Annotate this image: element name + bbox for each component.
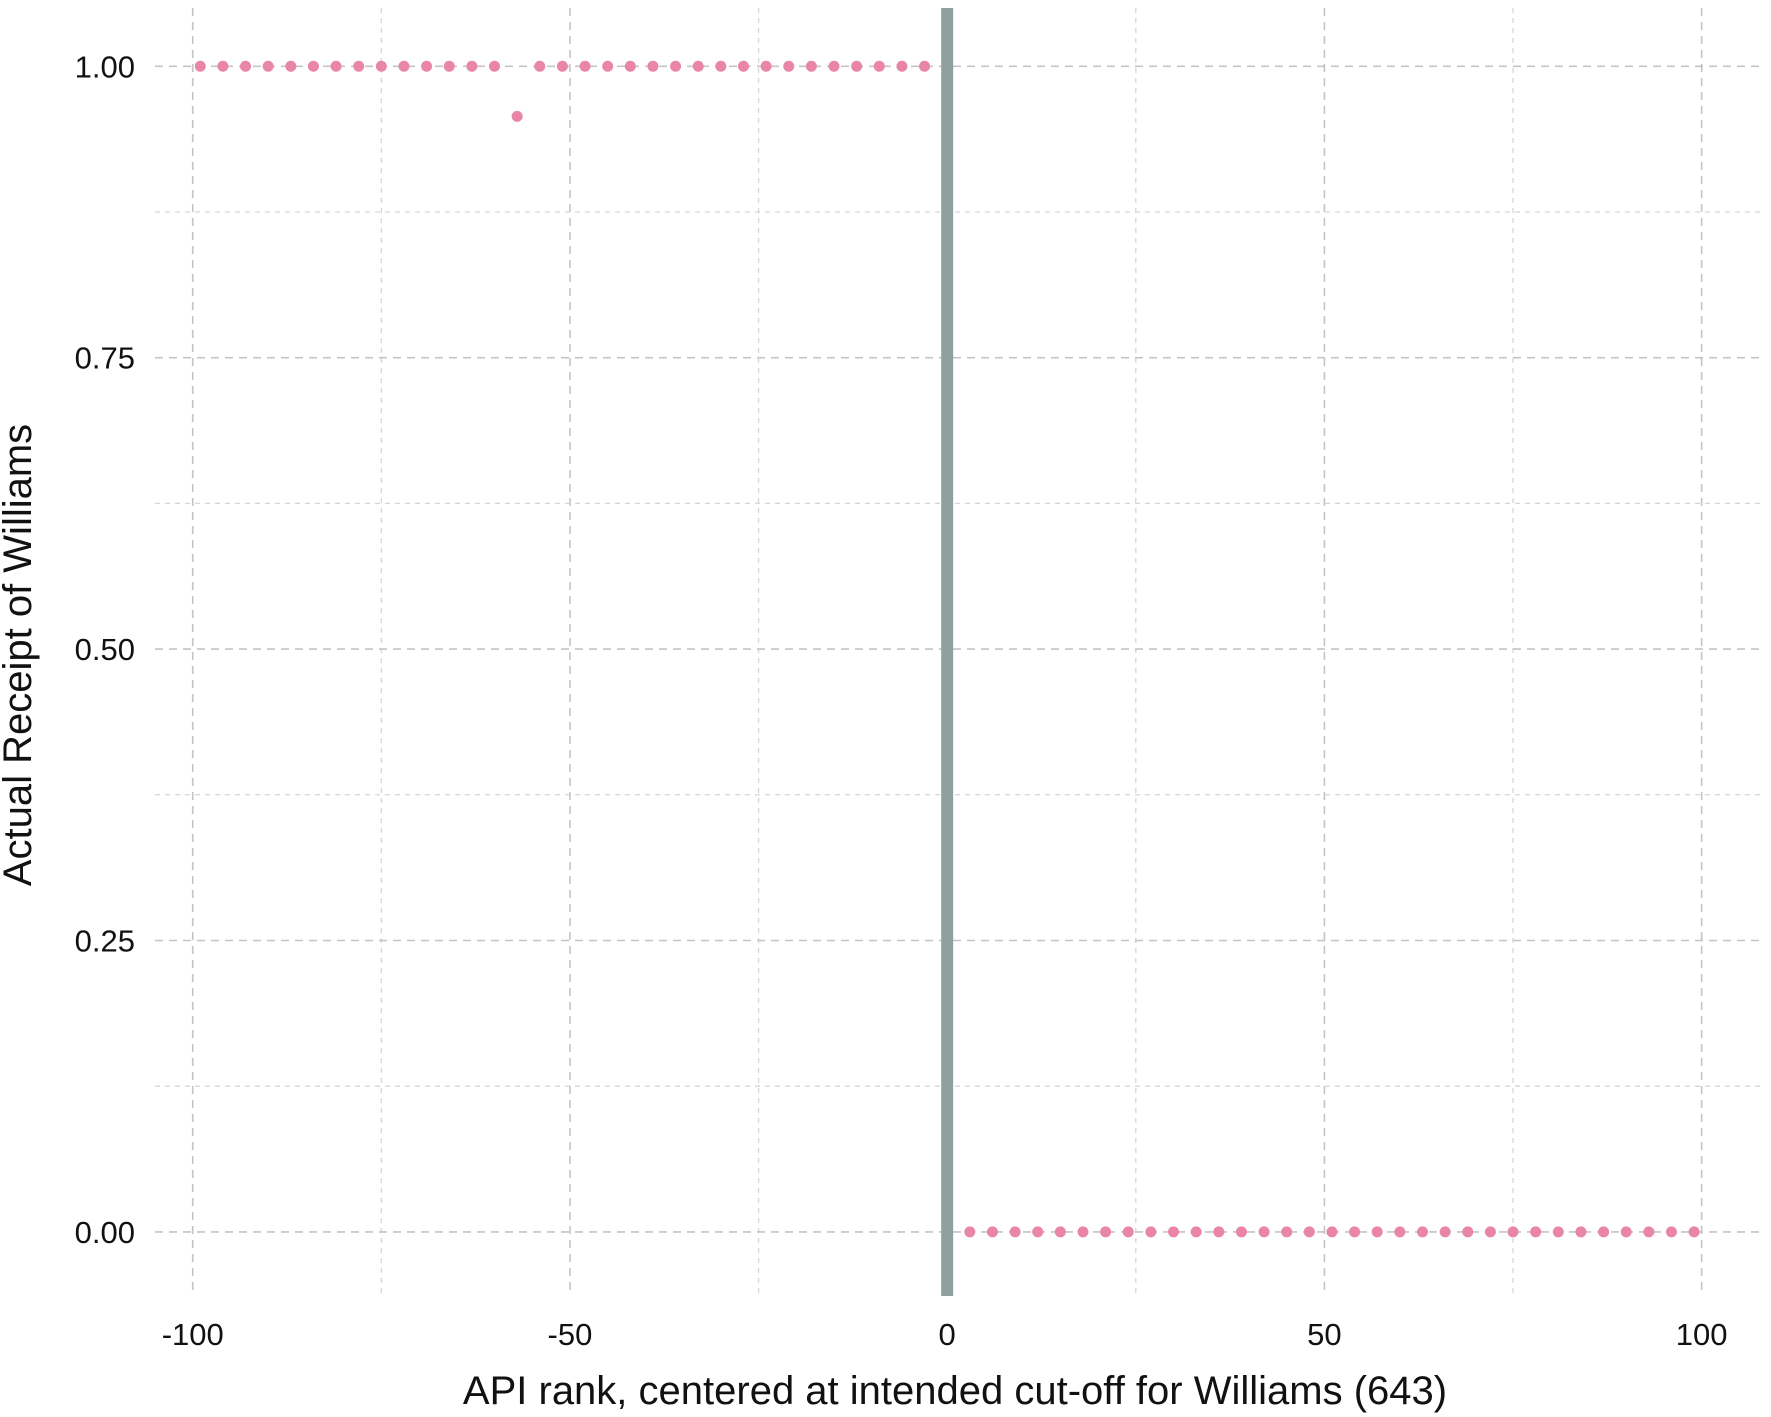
data-point [670, 60, 682, 72]
data-point [1665, 1226, 1677, 1238]
x-tick-label: -100 [162, 1317, 224, 1352]
data-point [737, 60, 749, 72]
data-point [1349, 1226, 1361, 1238]
data-point [1326, 1226, 1338, 1238]
data-point [1190, 1226, 1202, 1238]
data-point [1168, 1226, 1180, 1238]
data-point [1032, 1226, 1044, 1238]
x-tick-label: 100 [1676, 1317, 1728, 1352]
data-point [1484, 1226, 1496, 1238]
data-point [1416, 1226, 1428, 1238]
data-point [602, 60, 614, 72]
data-point [986, 1226, 998, 1238]
data-point [285, 60, 297, 72]
data-point [919, 60, 931, 72]
data-point [964, 1226, 976, 1238]
data-point [1281, 1226, 1293, 1238]
data-point [805, 60, 817, 72]
data-point [1620, 1226, 1632, 1238]
data-point [1598, 1226, 1610, 1238]
data-point [1394, 1226, 1406, 1238]
data-point [1439, 1226, 1451, 1238]
data-point [1530, 1226, 1542, 1238]
data-point [1100, 1226, 1112, 1238]
y-axis-tick-labels: 0.00 0.25 0.50 0.75 1.00 [75, 49, 135, 1250]
data-point [375, 60, 387, 72]
data-point [443, 60, 455, 72]
data-point [692, 60, 704, 72]
data-point [1575, 1226, 1587, 1238]
data-point [579, 60, 591, 72]
data-point [217, 60, 229, 72]
data-point [760, 60, 772, 72]
y-tick-label: 0.25 [75, 923, 135, 958]
data-point [1462, 1226, 1474, 1238]
y-tick-label: 0.50 [75, 632, 135, 667]
data-point [489, 60, 501, 72]
data-point [1145, 1226, 1157, 1238]
minor-gridlines [155, 8, 1762, 1296]
y-axis-title: Actual Receipt of Williams [0, 424, 40, 886]
data-point [1235, 1226, 1247, 1238]
x-tick-label: -50 [548, 1317, 593, 1352]
x-axis-title: API rank, centered at intended cut-off f… [463, 1369, 1447, 1413]
data-point [556, 60, 568, 72]
data-point [1552, 1226, 1564, 1238]
data-point [534, 60, 546, 72]
data-point [783, 60, 795, 72]
data-point [1054, 1226, 1066, 1238]
y-tick-label: 0.00 [75, 1215, 135, 1250]
data-point [1258, 1226, 1270, 1238]
data-point [307, 60, 319, 72]
data-point [194, 60, 206, 72]
data-point [1009, 1226, 1021, 1238]
x-axis-tick-labels: -100 -50 0 50 100 [162, 1317, 1728, 1352]
data-point [421, 60, 433, 72]
x-tick-label: 0 [939, 1317, 956, 1352]
data-point [873, 60, 885, 72]
data-point [1643, 1226, 1655, 1238]
data-points [194, 60, 1700, 1238]
data-point [851, 60, 863, 72]
data-point [1303, 1226, 1315, 1238]
data-point [1213, 1226, 1225, 1238]
data-point [466, 60, 478, 72]
data-point [330, 60, 342, 72]
y-tick-label: 1.00 [75, 49, 135, 84]
data-point [240, 60, 252, 72]
data-point [624, 60, 636, 72]
data-point [1507, 1226, 1519, 1238]
data-point [1371, 1226, 1383, 1238]
data-point [1688, 1226, 1700, 1238]
y-tick-label: 0.75 [75, 341, 135, 376]
x-tick-label: 50 [1307, 1317, 1341, 1352]
data-point [511, 110, 523, 122]
data-point [896, 60, 908, 72]
data-point [398, 60, 410, 72]
data-point [1077, 1226, 1089, 1238]
data-point [828, 60, 840, 72]
data-point [715, 60, 727, 72]
data-point [1122, 1226, 1134, 1238]
data-point [647, 60, 659, 72]
data-point [262, 60, 274, 72]
data-point [353, 60, 365, 72]
major-gridlines [155, 8, 1762, 1296]
